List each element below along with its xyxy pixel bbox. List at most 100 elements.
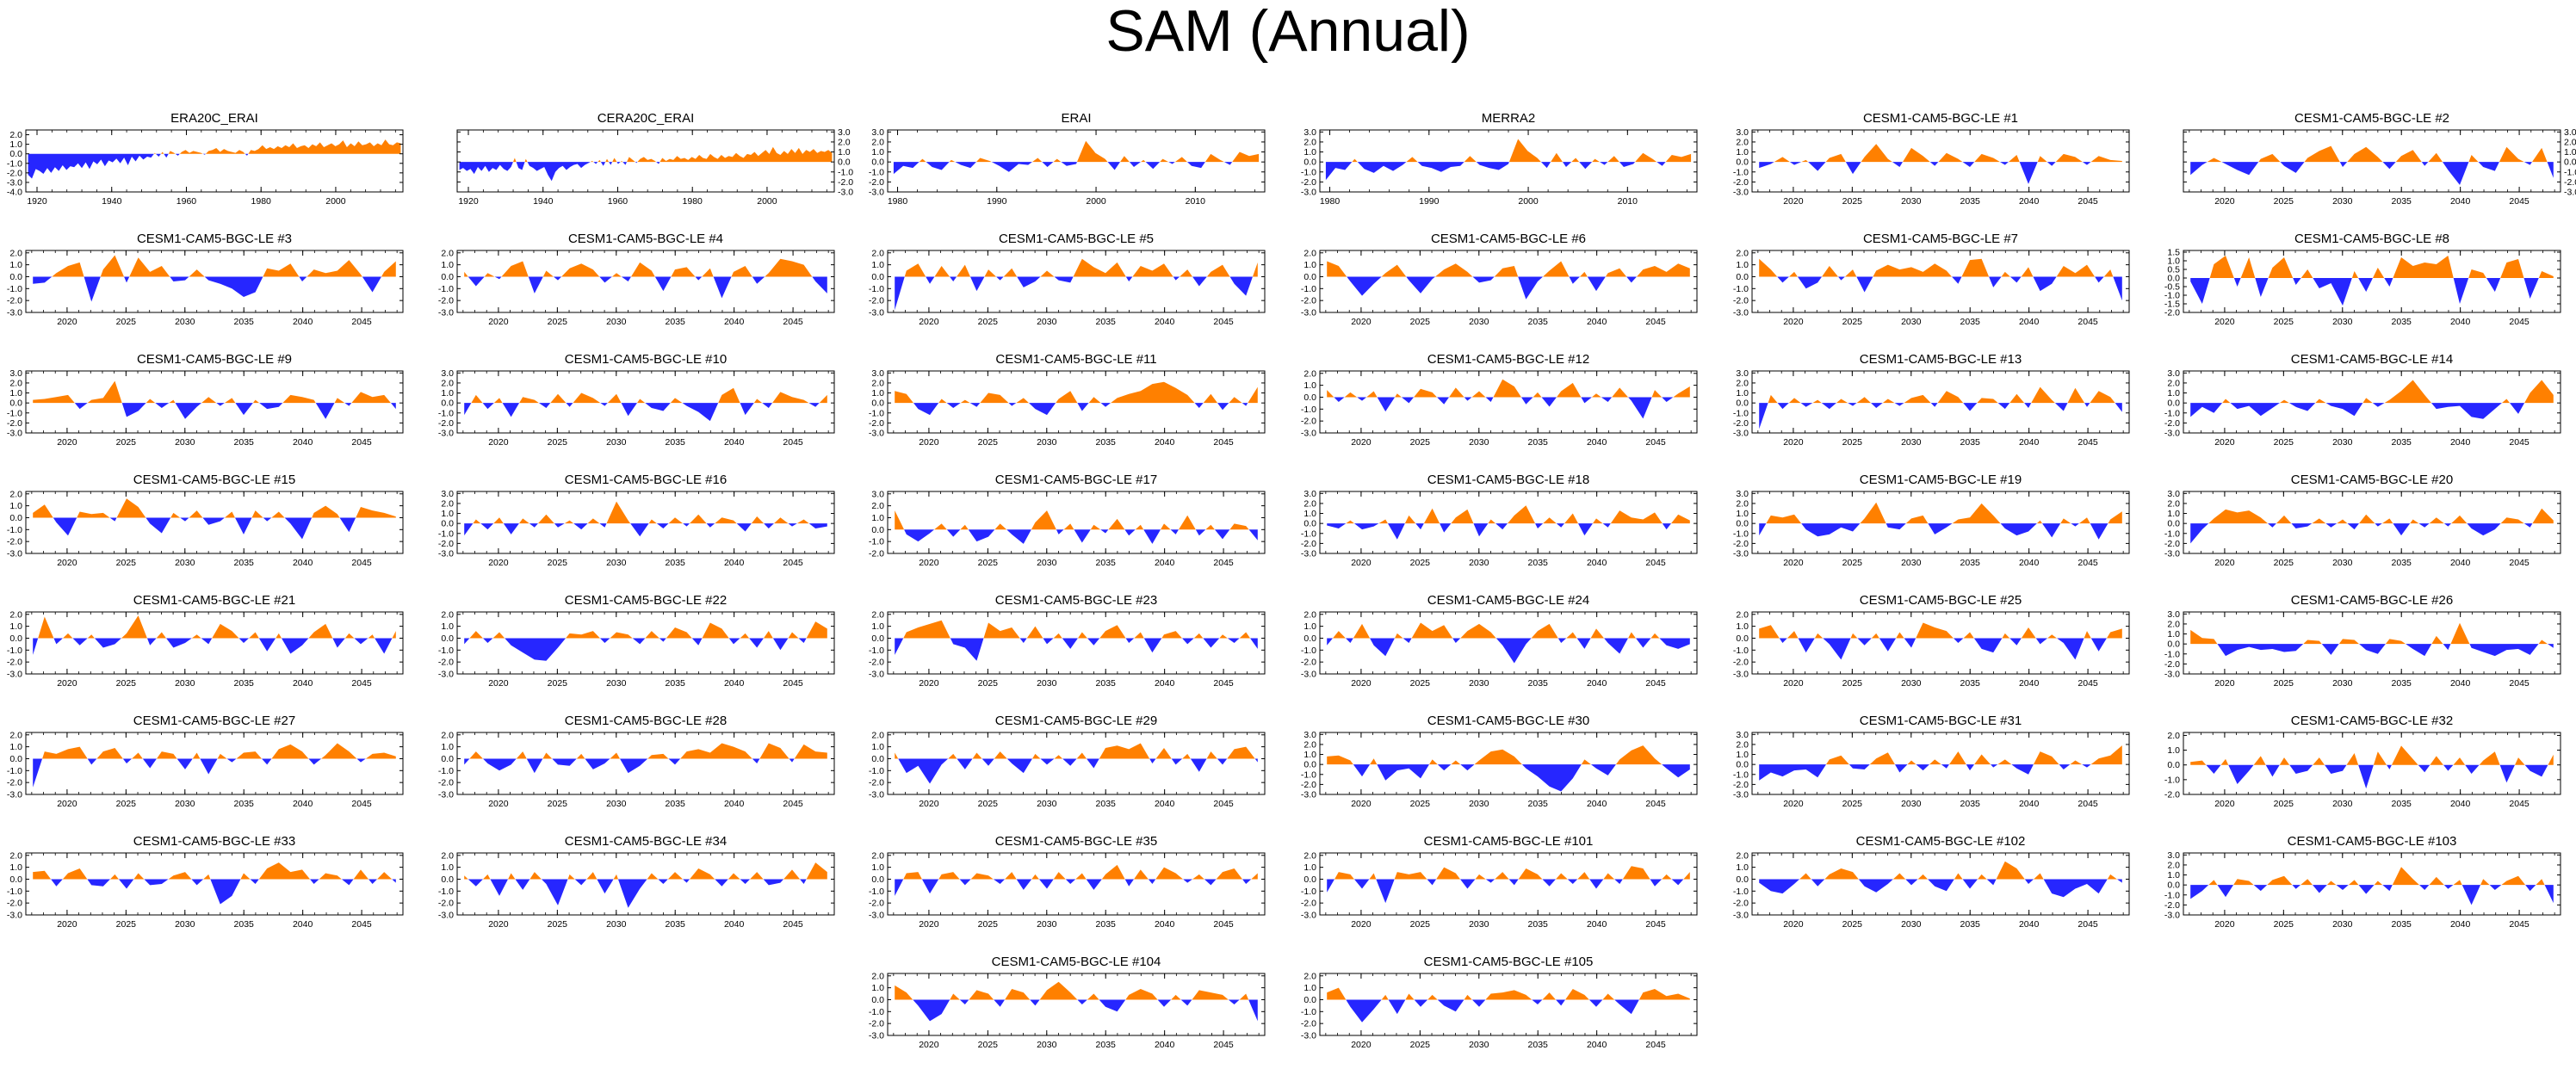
x-tick-label: 2035 <box>1096 317 1117 327</box>
negative-area <box>1327 638 1690 664</box>
y-tick-label: 1.0 <box>2564 147 2576 158</box>
panel-17: CESM1-CAM5-BGC-LE #13 2020 2025 2030 2035 204… <box>1733 352 2130 448</box>
y-tick-label: 2.0 <box>2167 860 2180 870</box>
x-tick-label: 2045 <box>1645 558 1666 568</box>
y-tick-label: 0.0 <box>441 519 454 529</box>
x-tick-label: 2025 <box>116 437 137 448</box>
x-tick-label: 2020 <box>2214 317 2235 327</box>
plot-frame <box>1751 611 2130 675</box>
plot-frame <box>1751 250 2130 313</box>
plot-frame <box>25 370 404 434</box>
x-tick-label: 2035 <box>1528 678 1549 689</box>
y-tick-label: 0.0 <box>871 272 884 282</box>
panel-44: CESM1-CAM5-BGC-LE #105 2020 2025 2030 2035 20… <box>1301 955 1698 1050</box>
x-tick-label: 2040 <box>293 919 313 930</box>
y-tick-label: 0.0 <box>1303 874 1316 885</box>
y-tick-label: 2.0 <box>9 850 22 861</box>
panel-6: CESM1-CAM5-BGC-LE #2 2020 2025 2030 2035 2040… <box>2183 111 2576 207</box>
y-tick-label: 3.0 <box>1303 489 1316 499</box>
y-tick-label: 0.0 <box>1736 158 1749 168</box>
x-tick-label: 2020 <box>2214 558 2235 568</box>
y-tick-label: 1.0 <box>9 501 22 511</box>
negative-area <box>468 879 807 908</box>
panel-title: CESM1-CAM5-BGC-LE #105 <box>1424 955 1594 969</box>
y-tick-label: 0.0 <box>871 633 884 644</box>
plot-frame <box>2183 491 2561 554</box>
figure-title: SAM (Annual) <box>1105 0 1471 64</box>
x-tick-label: 2025 <box>2274 678 2294 689</box>
y-tick-label: 2.0 <box>1303 850 1316 861</box>
y-tick-label: 0.0 <box>9 149 22 159</box>
x-tick-label: 2040 <box>2450 919 2471 930</box>
y-tick-label: -3.0 <box>438 911 454 921</box>
y-tick-label: -2.0 <box>1733 658 1749 668</box>
positive-area <box>2222 380 2554 404</box>
x-tick-label: 2020 <box>2214 678 2235 689</box>
panel-39: CESM1-CAM5-BGC-LE #35 2020 2025 2030 2035 204… <box>869 834 1266 930</box>
x-tick-label: 2030 <box>1469 437 1489 448</box>
x-tick-label: 2030 <box>2332 799 2353 809</box>
y-tick-label: -3.0 <box>869 308 884 318</box>
x-tick-label: 2045 <box>351 919 372 930</box>
negative-area <box>2190 885 2554 905</box>
panel-title: CESM1-CAM5-BGC-LE #8 <box>2294 232 2449 246</box>
x-tick-label: 2025 <box>116 317 137 327</box>
y-tick-label: 2.0 <box>1303 609 1316 620</box>
x-tick-label: 2045 <box>2078 317 2098 327</box>
positive-area <box>1327 745 1663 765</box>
negative-area <box>898 758 1258 784</box>
positive-area <box>895 743 1255 759</box>
panel-12: CESM1-CAM5-BGC-LE #8 2020 2025 2030 2035 2040… <box>2164 232 2561 327</box>
plot-frame <box>25 852 404 916</box>
y-tick-label: 1.0 <box>9 260 22 270</box>
plot-frame <box>2183 611 2561 675</box>
x-tick-label: 2020 <box>1351 317 1372 327</box>
y-tick-label: -1.0 <box>1301 887 1316 897</box>
y-tick-label: 1.0 <box>871 388 884 399</box>
y-tick-label: -1.0 <box>1301 646 1316 656</box>
x-tick-label: 2035 <box>2392 437 2412 448</box>
positive-area <box>895 510 1249 530</box>
negative-area <box>2217 644 2554 657</box>
plot-frame <box>456 370 835 434</box>
x-tick-label: 2030 <box>2332 558 2353 568</box>
y-tick-label: -1.0 <box>869 1007 884 1017</box>
x-tick-label: 2035 <box>1096 919 1117 930</box>
y-tick-label: 1.0 <box>871 147 884 158</box>
negative-area <box>2190 278 2539 306</box>
x-tick-label: 2035 <box>2392 317 2412 327</box>
positive-area <box>52 255 396 277</box>
y-tick-label: -2.0 <box>2564 177 2576 188</box>
y-tick-label: -1.0 <box>2164 890 2180 900</box>
y-tick-label: -2.0 <box>438 296 454 306</box>
y-tick-label: -2.0 <box>869 899 884 909</box>
panel-title: CESM1-CAM5-BGC-LE #26 <box>2291 593 2453 608</box>
x-tick-label: 2025 <box>548 558 568 568</box>
x-tick-label: 2025 <box>978 1040 999 1050</box>
y-tick-label: 2.0 <box>871 137 884 147</box>
y-tick-label: -2.0 <box>869 296 884 306</box>
x-tick-label: 2030 <box>1469 678 1489 689</box>
x-tick-label: 2010 <box>1186 196 1206 207</box>
x-tick-label: 2035 <box>666 919 686 930</box>
x-tick-label: 2020 <box>1783 799 1804 809</box>
positive-area <box>469 743 827 759</box>
x-tick-label: 2020 <box>919 437 939 448</box>
y-tick-label: -2.0 <box>7 168 22 178</box>
positive-area <box>33 498 396 518</box>
x-tick-label: 2030 <box>175 678 195 689</box>
y-tick-label: -2.0 <box>869 1019 884 1029</box>
plot-frame <box>1751 370 2130 434</box>
x-tick-label: 1990 <box>1419 196 1440 207</box>
y-tick-label: 0.0 <box>871 995 884 1005</box>
x-tick-label: 2020 <box>1783 196 1804 207</box>
panel-29: CESM1-CAM5-BGC-LE #25 2020 2025 2030 2035 204… <box>1733 593 2130 689</box>
plot-frame <box>1319 491 1698 554</box>
negative-area <box>893 162 1233 175</box>
x-tick-label: 1960 <box>176 196 197 207</box>
panel-4: MERRA2 1980 1990 2000 2010 3.02.01.00.0-1.0-2… <box>1301 111 1698 207</box>
y-tick-label: 1.0 <box>838 147 851 158</box>
positive-area <box>895 981 1249 1000</box>
x-tick-label: 2030 <box>1901 196 1922 207</box>
x-tick-label: 2040 <box>2019 437 2040 448</box>
